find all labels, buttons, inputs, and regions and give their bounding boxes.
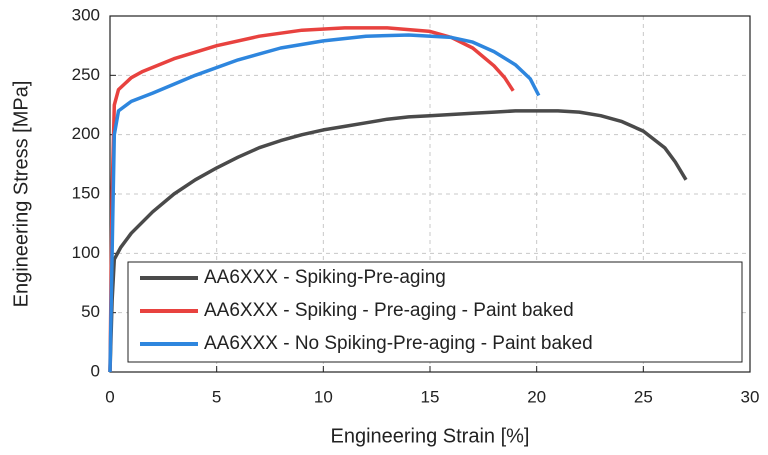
- y-tick-label: 200: [72, 124, 100, 143]
- y-axis-title: Engineering Stress [MPa]: [10, 81, 32, 308]
- legend-label: AA6XXX - No Spiking-Pre-aging - Paint ba…: [204, 333, 593, 354]
- legend-box: [127, 261, 743, 363]
- y-tick-label: 100: [72, 243, 100, 262]
- x-tick-label: 20: [527, 387, 546, 406]
- data-line: [108, 33, 541, 373]
- legend-label: AA6XXX - Spiking - Pre-aging - Paint bak…: [204, 300, 574, 321]
- x-tick-label: 10: [314, 387, 333, 406]
- x-tick-label: 15: [421, 387, 440, 406]
- x-tick-label: 5: [212, 387, 221, 406]
- y-tick-label: 250: [72, 65, 100, 84]
- data-line: [108, 109, 688, 373]
- data-line: [108, 26, 515, 373]
- x-tick-label: 30: [741, 387, 760, 406]
- plot-frame: [109, 15, 751, 373]
- y-tick-label: 50: [81, 302, 100, 321]
- x-tick-label: 0: [105, 387, 114, 406]
- x-axis-title: Engineering Strain [%]: [330, 425, 529, 447]
- legend-label: AA6XXX - Spiking-Pre-aging: [204, 267, 446, 288]
- y-tick-label: 0: [91, 361, 100, 380]
- y-tick-label: 300: [72, 5, 100, 24]
- x-tick-label: 25: [634, 387, 653, 406]
- y-tick-label: 150: [72, 183, 100, 202]
